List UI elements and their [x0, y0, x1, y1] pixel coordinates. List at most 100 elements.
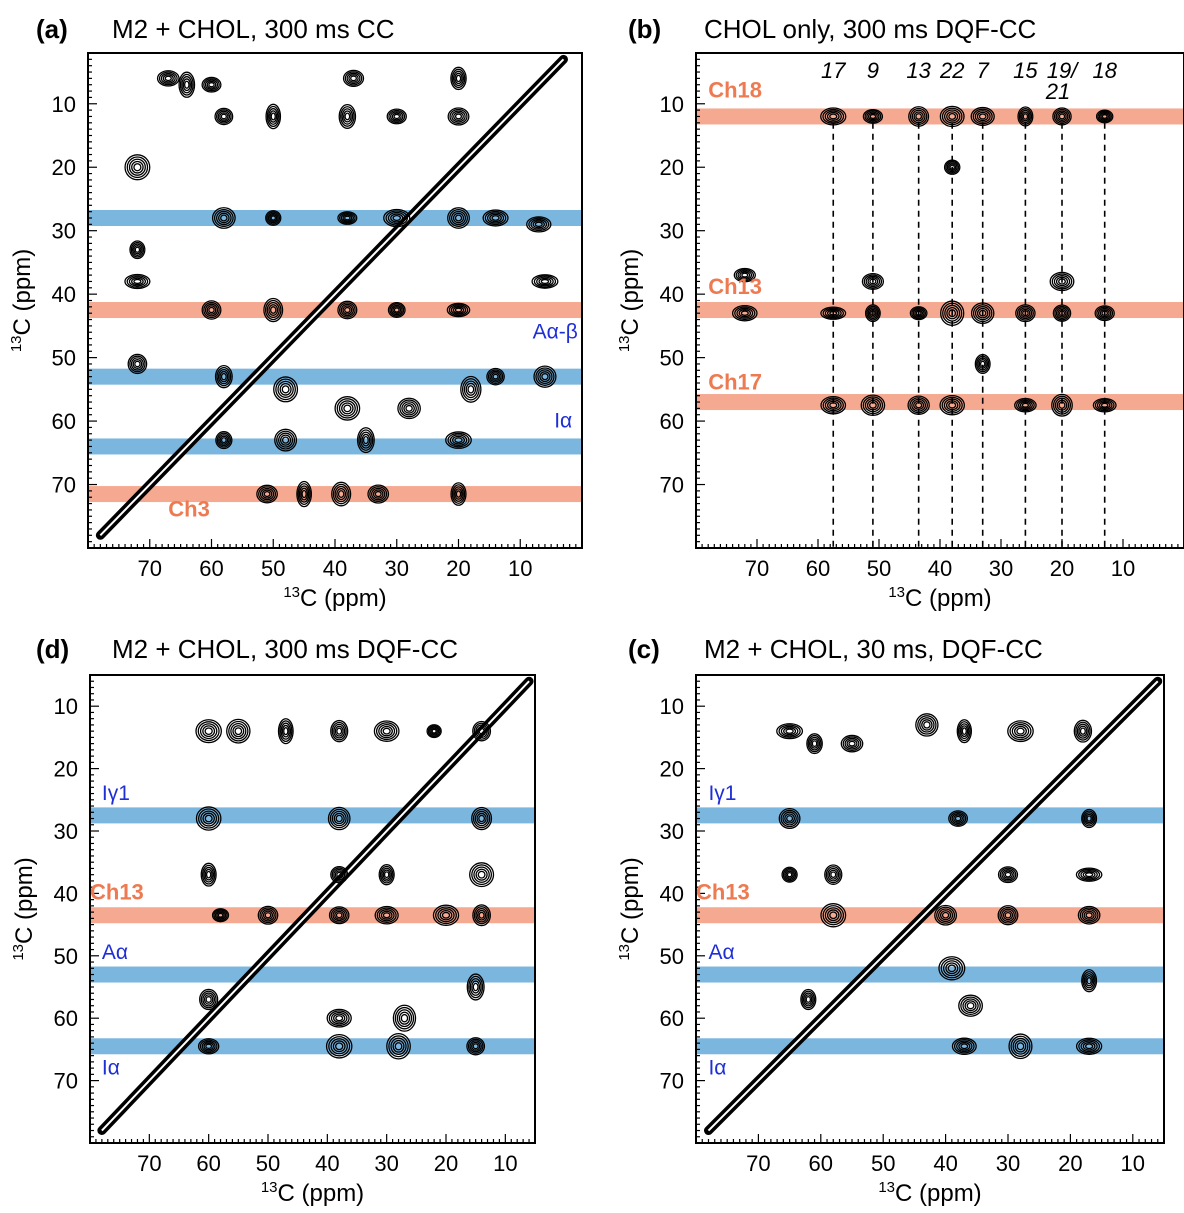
band-label: Ch3: [168, 496, 210, 521]
cross-peak: [325, 1033, 353, 1059]
cross-peak: [432, 904, 460, 926]
cross-peak: [195, 806, 222, 831]
column-label: 7: [977, 58, 990, 83]
cross-peak: [486, 367, 505, 386]
band-label: Iα: [708, 1056, 726, 1079]
x-axis-label: 13C (ppm): [888, 584, 991, 612]
plot-frame: [695, 52, 1184, 549]
x-tick-label: 20: [434, 1151, 458, 1176]
plot-area: [696, 676, 1164, 1136]
column-label: 9: [867, 58, 879, 83]
cross-peak: [386, 1033, 411, 1060]
x-tick-label: 40: [323, 556, 347, 581]
cross-peak: [337, 211, 358, 225]
plot-frame: [695, 674, 1165, 1144]
cross-peak: [956, 719, 973, 744]
cross-peak: [824, 864, 843, 885]
cross-peak: [392, 1004, 417, 1032]
column-label: 21: [1045, 79, 1070, 104]
blue-band: [696, 1038, 1164, 1055]
y-tick-label: 10: [660, 694, 684, 719]
x-tick-label: 70: [138, 556, 162, 581]
panel-letter: (b): [628, 14, 661, 44]
cross-peak: [199, 988, 219, 1011]
cross-peak: [334, 396, 361, 421]
panel-letter: (d): [36, 634, 69, 664]
cross-peak: [257, 905, 279, 925]
cross-peak: [450, 66, 467, 91]
panel-d-plot: (d) M2 + CHOL, 300 ms DQF-CC 70 60 50 40 30 20 1…: [10, 634, 536, 1207]
cross-peak: [356, 427, 375, 454]
cross-peak: [277, 718, 294, 745]
y-tick-label: 20: [660, 757, 684, 782]
column-label: 19/: [1047, 58, 1079, 83]
band-label: Iγ1: [708, 782, 736, 805]
blue-band: [88, 438, 582, 455]
cross-peak: [1073, 719, 1093, 743]
band-label: Aα-β: [533, 321, 578, 344]
band-label: Aα: [708, 941, 734, 964]
cross-peak: [466, 1037, 486, 1056]
cross-peak: [338, 103, 357, 129]
y-tick-label: 30: [52, 219, 76, 244]
cross-peak: [776, 723, 804, 740]
cross-peak: [367, 484, 390, 504]
cross-peak: [383, 208, 411, 228]
cross-peak: [211, 207, 236, 229]
x-tick-label: 60: [806, 556, 830, 581]
cross-peak: [397, 397, 421, 420]
orange-band: [88, 302, 582, 319]
cross-peak: [466, 973, 485, 1001]
cross-peak: [533, 365, 557, 388]
cross-peak: [800, 988, 817, 1011]
cross-peak: [124, 273, 151, 290]
blue-band: [88, 210, 582, 226]
cross-peak: [387, 302, 406, 318]
cross-peak: [342, 69, 365, 87]
cross-peak: [472, 904, 491, 927]
cross-peak: [337, 300, 358, 320]
cross-peak: [997, 866, 1019, 884]
panel-b-plot: (b) CHOL only, 300 ms DQF-CC 17 9 13 22 7 15 19/…: [616, 14, 1184, 612]
cross-peak: [447, 107, 470, 126]
cross-peak: [1081, 808, 1098, 829]
cross-peak: [1077, 905, 1101, 925]
y-tick-label: 60: [660, 409, 684, 434]
cross-peak: [840, 734, 864, 753]
plot-area: [90, 676, 535, 1136]
x-tick-label: 50: [867, 556, 891, 581]
y-tick-label: 70: [54, 1069, 78, 1094]
diagonal-core: [707, 680, 1159, 1132]
cross-peak: [1075, 1037, 1103, 1055]
cross-peak: [274, 428, 298, 452]
cross-peak: [733, 267, 756, 283]
y-axis-label: 13C (ppm): [10, 857, 38, 960]
x-tick-label: 50: [871, 1151, 895, 1176]
x-tick-label: 10: [493, 1151, 517, 1176]
cross-peak: [778, 807, 801, 830]
column-label: 17: [821, 58, 846, 83]
column-label: 18: [1092, 58, 1117, 83]
column-label: 22: [939, 58, 964, 83]
band-label: Iα: [102, 1056, 120, 1079]
x-tick-label: 30: [996, 1151, 1020, 1176]
x-tick-label: 20: [446, 556, 470, 581]
cross-peak: [450, 482, 467, 506]
cross-peak: [215, 431, 233, 450]
y-axis-label: 13C (ppm): [616, 249, 644, 352]
cross-peak: [200, 862, 217, 887]
y-tick-label: 40: [660, 881, 684, 906]
cross-peak: [263, 297, 284, 323]
cross-peak: [331, 481, 352, 507]
cross-peak: [178, 71, 196, 98]
panel-d: (d) M2 + CHOL, 300 ms DQF-CC 70 60 50 40 30 20 1…: [0, 615, 592, 1213]
plot-area: [88, 54, 582, 540]
y-tick-label: 20: [54, 757, 78, 782]
cross-peak: [731, 304, 758, 322]
panel-a-plot: (a) M2 + CHOL, 300 ms CC 70 60 50 40 30 20 10 10 2…: [8, 14, 583, 612]
x-tick-label: 70: [746, 1151, 770, 1176]
cross-peak: [127, 353, 148, 375]
x-tick-label: 50: [261, 556, 285, 581]
panel-a: (a) M2 + CHOL, 300 ms CC 70 60 50 40 30 20 10 10 2…: [0, 0, 592, 612]
y-tick-label: 70: [660, 1069, 684, 1094]
